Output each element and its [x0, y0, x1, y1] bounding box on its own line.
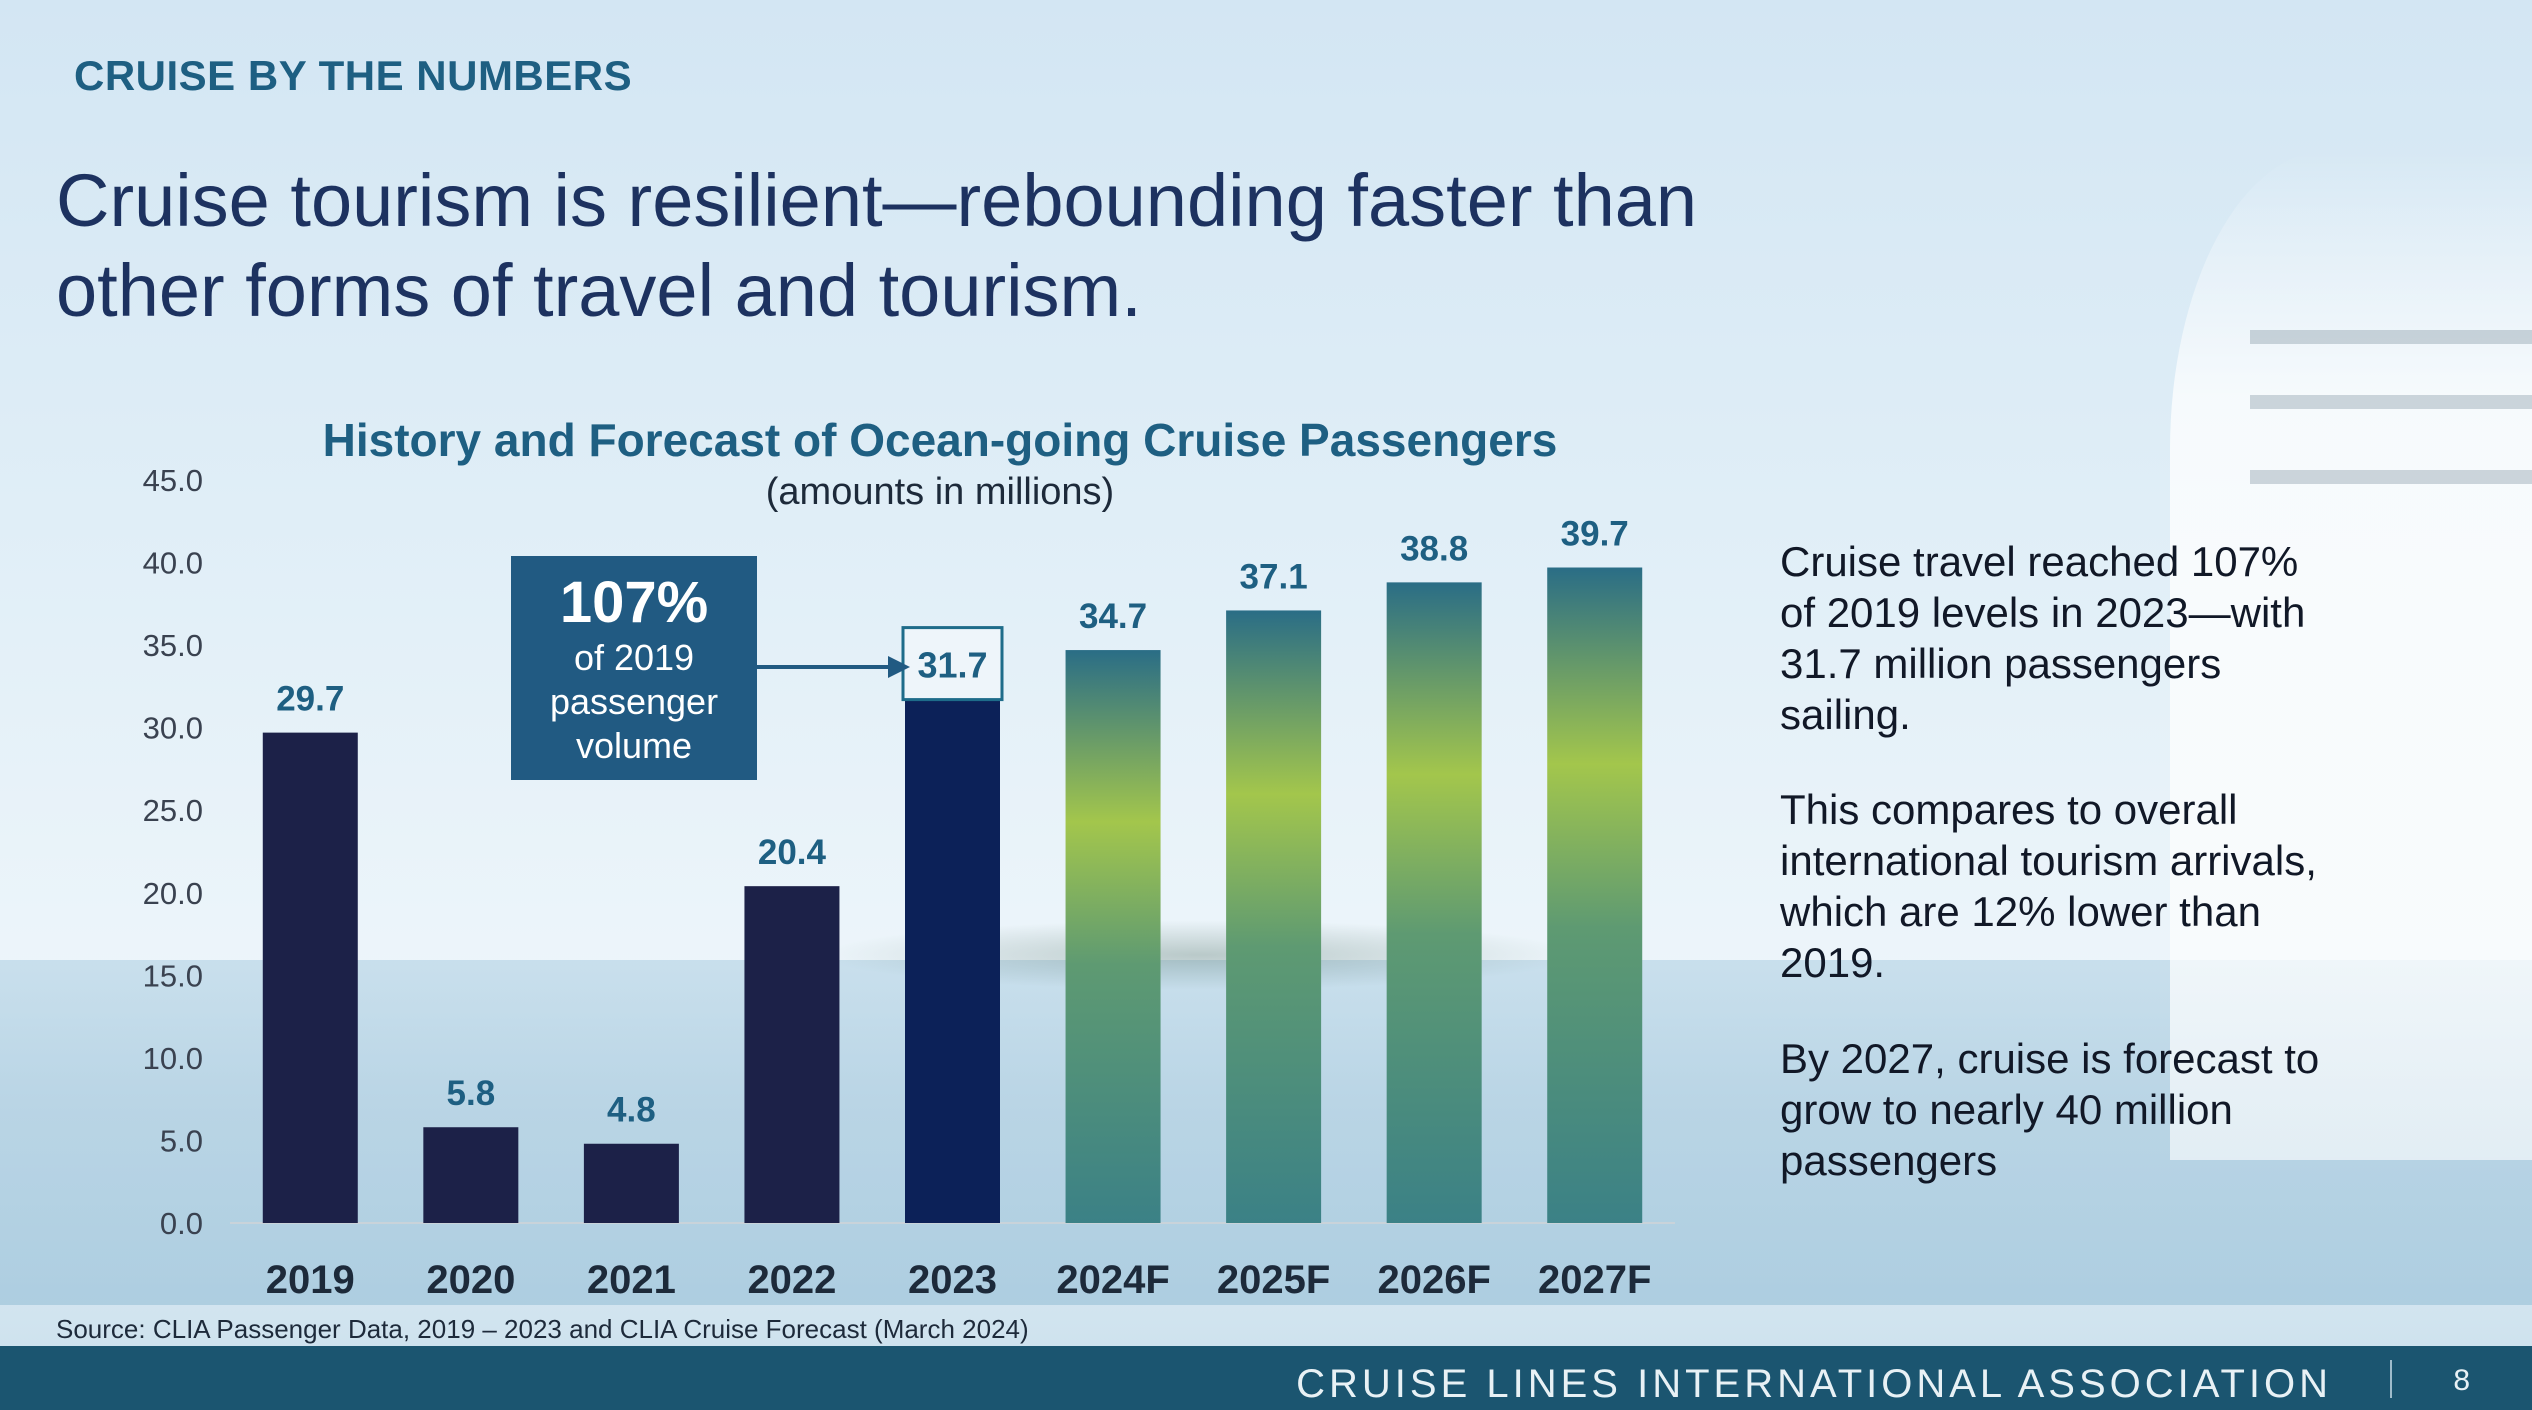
background-ship-deck	[2250, 330, 2532, 344]
y-tick-label: 15.0	[143, 958, 203, 993]
x-category-label: 2023	[908, 1258, 997, 1302]
callout-percent: 107%	[559, 570, 709, 635]
footer-separator	[2390, 1360, 2392, 1398]
chart-title: History and Forecast of Ocean-going Crui…	[322, 414, 1558, 466]
value-label: 31.7	[917, 645, 987, 686]
value-label: 37.1	[1240, 557, 1308, 596]
bar-2019	[262, 732, 358, 1223]
headline-line-2: other forms of travel and tourism.	[56, 249, 1142, 332]
callout-line-2: passenger	[549, 681, 719, 722]
page-number: 8	[2453, 1364, 2470, 1397]
bar-2024f	[1065, 650, 1161, 1223]
value-label: 20.4	[758, 833, 827, 872]
bar-2020	[423, 1127, 519, 1223]
callout-arrow-line	[757, 665, 890, 669]
value-label: 38.8	[1400, 529, 1468, 568]
source-note: Source: CLIA Passenger Data, 2019 – 2023…	[56, 1314, 1029, 1344]
x-category-label: 2020	[426, 1258, 515, 1302]
y-tick-label: 45.0	[143, 463, 203, 498]
background-ship-deck	[2250, 395, 2532, 409]
section-kicker: CRUISE BY THE NUMBERS	[74, 52, 633, 99]
y-tick-label: 30.0	[143, 711, 203, 746]
bar-2023	[905, 699, 1000, 1223]
x-category-label: 2022	[747, 1258, 836, 1302]
y-tick-label: 0.0	[160, 1206, 203, 1241]
y-tick-label: 20.0	[143, 876, 203, 911]
value-label: 4.8	[607, 1091, 656, 1130]
x-category-label: 2024F	[1056, 1258, 1169, 1302]
callout-line-1: of 2019	[573, 637, 695, 678]
y-tick-label: 5.0	[160, 1123, 203, 1158]
growth-callout: 107% of 2019 passenger volume	[511, 556, 757, 780]
callout-arrow-head	[888, 656, 910, 678]
bar-2026f	[1386, 582, 1482, 1223]
value-label: 34.7	[1079, 597, 1147, 636]
x-category-label: 2021	[587, 1258, 676, 1302]
bar-chart: 0.0 5.0 10.0 15.0 20.0 25.0 30.0 35.0 40.0 45.0 29…	[143, 463, 1675, 1302]
footer-bar: CRUISE LINES INTERNATIONAL ASSOCIATION 8	[0, 1346, 2532, 1410]
callout-line-3: volume	[575, 725, 693, 766]
x-category-label: 2026F	[1377, 1258, 1490, 1302]
y-tick-label: 25.0	[143, 793, 203, 828]
x-category-label: 2027F	[1538, 1258, 1651, 1302]
bar-2025f	[1226, 610, 1322, 1223]
side-paragraph-2: This compares to overall international t…	[1780, 786, 2317, 986]
footer-org-name: CRUISE LINES INTERNATIONAL ASSOCIATION	[1296, 1362, 2332, 1406]
bar-2021	[583, 1143, 679, 1223]
side-paragraph-3: By 2027, cruise is forecast to grow to n…	[1780, 1035, 2320, 1184]
value-label: 5.8	[447, 1074, 496, 1113]
y-tick-label: 40.0	[143, 546, 203, 581]
headline-line-1: Cruise tourism is resilient—rebounding f…	[56, 159, 1698, 242]
background-ship	[2170, 150, 2532, 1160]
side-paragraph-1: Cruise travel reached 107% of 2019 level…	[1780, 538, 2306, 738]
x-category-label: 2019	[266, 1258, 355, 1302]
value-label-box	[901, 626, 1004, 702]
value-label: 29.7	[276, 680, 344, 719]
y-tick-label: 10.0	[143, 1041, 203, 1076]
x-category-label: 2025F	[1217, 1258, 1330, 1302]
bar-2027f	[1547, 567, 1643, 1223]
background-ship-deck	[2250, 470, 2532, 484]
page-headline: Cruise tourism is resilient—rebounding f…	[56, 156, 1956, 336]
chart-subtitle: (amounts in millions)	[765, 471, 1115, 513]
value-label: 39.7	[1561, 515, 1629, 554]
y-tick-label: 35.0	[143, 628, 203, 663]
bar-2022	[744, 886, 840, 1223]
